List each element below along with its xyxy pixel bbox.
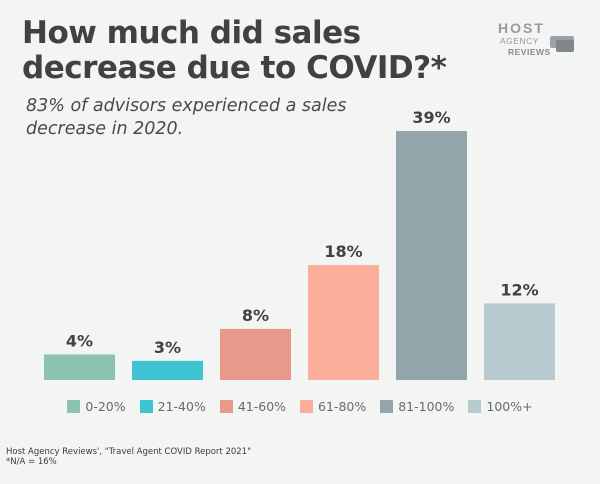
bar-81-100% [396, 131, 467, 380]
source-citation: Host Agency Reviews', "Travel Agent COVI… [6, 447, 251, 457]
legend-item: 0-20% [67, 398, 126, 414]
bar-0-20% [44, 354, 115, 380]
legend-item: 100%+ [468, 398, 533, 414]
bar-61-80% [308, 265, 379, 380]
bar-value-label: 12% [500, 280, 538, 299]
bar-value-label: 39% [412, 108, 450, 127]
legend-swatch [300, 399, 314, 413]
bar-100%+ [484, 303, 555, 380]
bar-chart: 4% 3% 8% 18% 39% 12% [44, 108, 555, 380]
bar-value-label: 18% [324, 242, 362, 261]
bar-value-label: 4% [66, 331, 93, 350]
legend-label: 0-20% [85, 398, 126, 414]
chart-title: How much did sales decrease due to COVID… [22, 15, 447, 86]
logo-text-agency: AGENCY [500, 36, 539, 46]
bar-value-label: 8% [242, 306, 269, 325]
chart-legend: 0-20% 21-40% 41-60% 61-80% 81-100% 100%+ [0, 397, 600, 415]
logo-badge-shape-back [556, 40, 574, 52]
legend-swatch [139, 399, 153, 413]
legend-swatch [380, 399, 394, 413]
bar-group [44, 131, 555, 380]
footnote-na: *N/A = 16% [6, 457, 57, 467]
chart-subtitle: 83% of advisors experienced a sales decr… [26, 96, 347, 139]
bar-21-40% [132, 360, 203, 380]
legend-item: 81-100% [380, 399, 454, 414]
legend-label: 61-80% [318, 398, 367, 414]
legend-label: 100%+ [486, 398, 533, 414]
legend-item: 41-60% [219, 398, 287, 414]
legend-swatch [219, 399, 233, 413]
legend-item: 21-40% [139, 398, 206, 414]
host-agency-reviews-logo: HOST AGENCY REVIEWS [498, 20, 578, 62]
logo-text-host: HOST [498, 20, 545, 36]
legend-swatch [67, 399, 81, 413]
value-label-group: 4% 3% 8% 18% 39% 12% [66, 108, 539, 357]
bar-value-label: 3% [154, 338, 181, 357]
legend-label: 41-60% [237, 398, 287, 414]
legend-item: 61-80% [300, 399, 366, 414]
legend-swatch [468, 399, 482, 413]
source-note: Host Agency Reviews', "Travel Agent COVI… [6, 447, 251, 467]
legend-label: 81-100% [398, 398, 455, 414]
logo-text-reviews: REVIEWS [508, 47, 551, 57]
bar-41-60% [220, 328, 291, 380]
legend-label: 21-40% [157, 398, 206, 414]
